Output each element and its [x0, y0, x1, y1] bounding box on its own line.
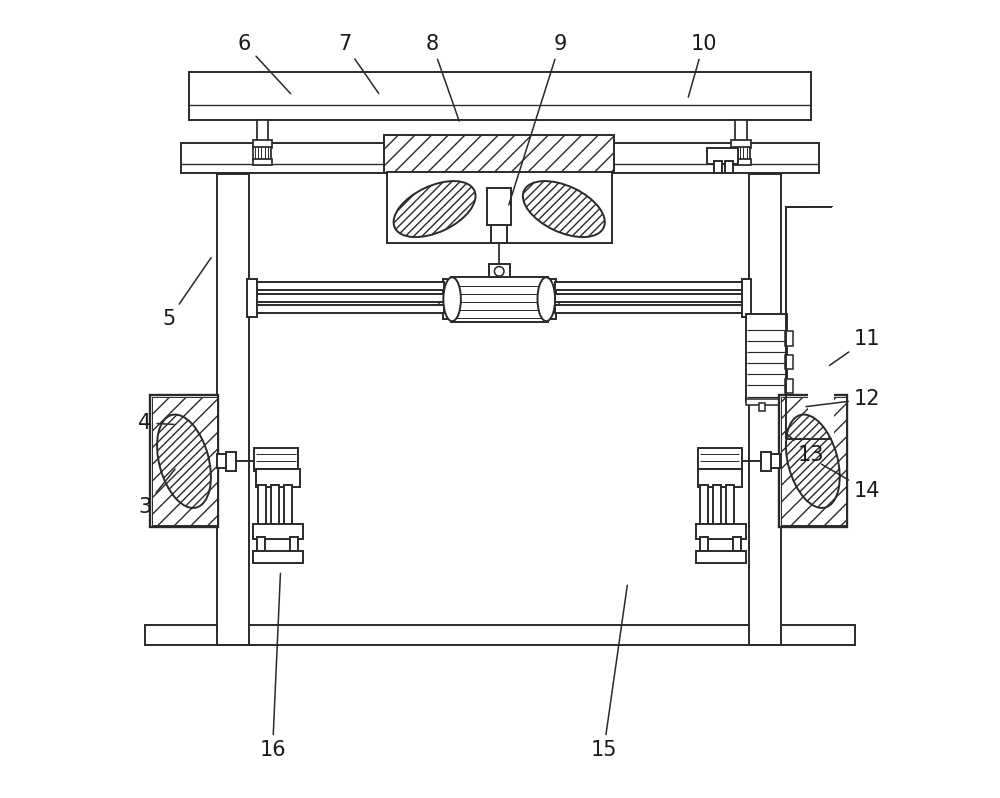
Bar: [254, 282, 444, 290]
Bar: [439, 302, 446, 308]
Bar: [726, 485, 734, 527]
Bar: [785, 331, 793, 346]
Bar: [770, 454, 780, 468]
Text: 9: 9: [509, 34, 567, 205]
Bar: [555, 294, 745, 302]
Bar: [555, 282, 745, 290]
Bar: [735, 120, 747, 144]
Bar: [731, 140, 751, 148]
Bar: [785, 355, 793, 369]
Bar: [707, 148, 738, 164]
Bar: [217, 174, 249, 645]
Bar: [451, 277, 548, 322]
Text: 5: 5: [162, 258, 211, 330]
Bar: [487, 188, 511, 225]
Text: 8: 8: [426, 34, 459, 121]
Bar: [779, 395, 847, 527]
Bar: [254, 448, 298, 471]
Bar: [713, 485, 721, 527]
Bar: [145, 625, 855, 645]
Bar: [733, 537, 741, 551]
Text: 12: 12: [806, 389, 880, 409]
Bar: [253, 147, 271, 160]
Text: 10: 10: [688, 34, 717, 97]
Bar: [698, 469, 742, 487]
Bar: [290, 537, 298, 551]
Bar: [253, 524, 303, 539]
Text: 13: 13: [785, 433, 824, 465]
Bar: [257, 537, 265, 551]
Bar: [152, 397, 217, 525]
Bar: [253, 551, 303, 563]
Ellipse shape: [786, 414, 840, 508]
Bar: [781, 397, 846, 525]
Bar: [387, 172, 612, 243]
Bar: [698, 448, 742, 471]
Bar: [443, 279, 454, 319]
Bar: [786, 207, 832, 439]
Bar: [217, 454, 227, 468]
Text: 16: 16: [259, 573, 286, 760]
Bar: [746, 399, 787, 405]
Text: 11: 11: [829, 329, 880, 365]
Bar: [746, 314, 787, 401]
Bar: [785, 379, 793, 393]
Text: 15: 15: [590, 585, 627, 760]
Bar: [700, 485, 708, 527]
Bar: [742, 279, 751, 317]
Bar: [731, 159, 751, 165]
Bar: [271, 485, 279, 527]
Bar: [749, 174, 781, 645]
Bar: [284, 485, 292, 527]
Ellipse shape: [394, 181, 476, 237]
Bar: [226, 452, 236, 471]
Bar: [189, 72, 811, 120]
Bar: [258, 485, 266, 527]
Bar: [714, 161, 722, 173]
Bar: [808, 207, 834, 439]
Bar: [150, 395, 218, 527]
Text: 14: 14: [822, 464, 880, 501]
Bar: [555, 305, 745, 313]
Bar: [696, 551, 746, 563]
Bar: [732, 147, 750, 160]
Text: 7: 7: [338, 34, 379, 93]
Bar: [545, 279, 556, 319]
Bar: [254, 305, 444, 313]
Ellipse shape: [443, 277, 461, 322]
Bar: [491, 225, 507, 243]
Bar: [553, 302, 559, 308]
Ellipse shape: [538, 277, 555, 322]
Bar: [489, 264, 510, 277]
Bar: [247, 279, 257, 317]
Bar: [253, 159, 272, 165]
Bar: [761, 452, 771, 471]
Text: 3: 3: [138, 469, 175, 517]
Ellipse shape: [523, 181, 605, 237]
Bar: [696, 524, 746, 539]
Bar: [759, 403, 765, 411]
Bar: [725, 161, 733, 173]
Text: 6: 6: [238, 34, 291, 93]
Bar: [700, 537, 708, 551]
Bar: [257, 120, 268, 144]
Bar: [253, 140, 272, 148]
Ellipse shape: [494, 267, 504, 276]
Bar: [256, 469, 300, 487]
Bar: [181, 143, 819, 173]
Ellipse shape: [157, 414, 211, 508]
Bar: [384, 135, 614, 173]
Text: 4: 4: [138, 413, 174, 433]
Bar: [254, 294, 444, 302]
